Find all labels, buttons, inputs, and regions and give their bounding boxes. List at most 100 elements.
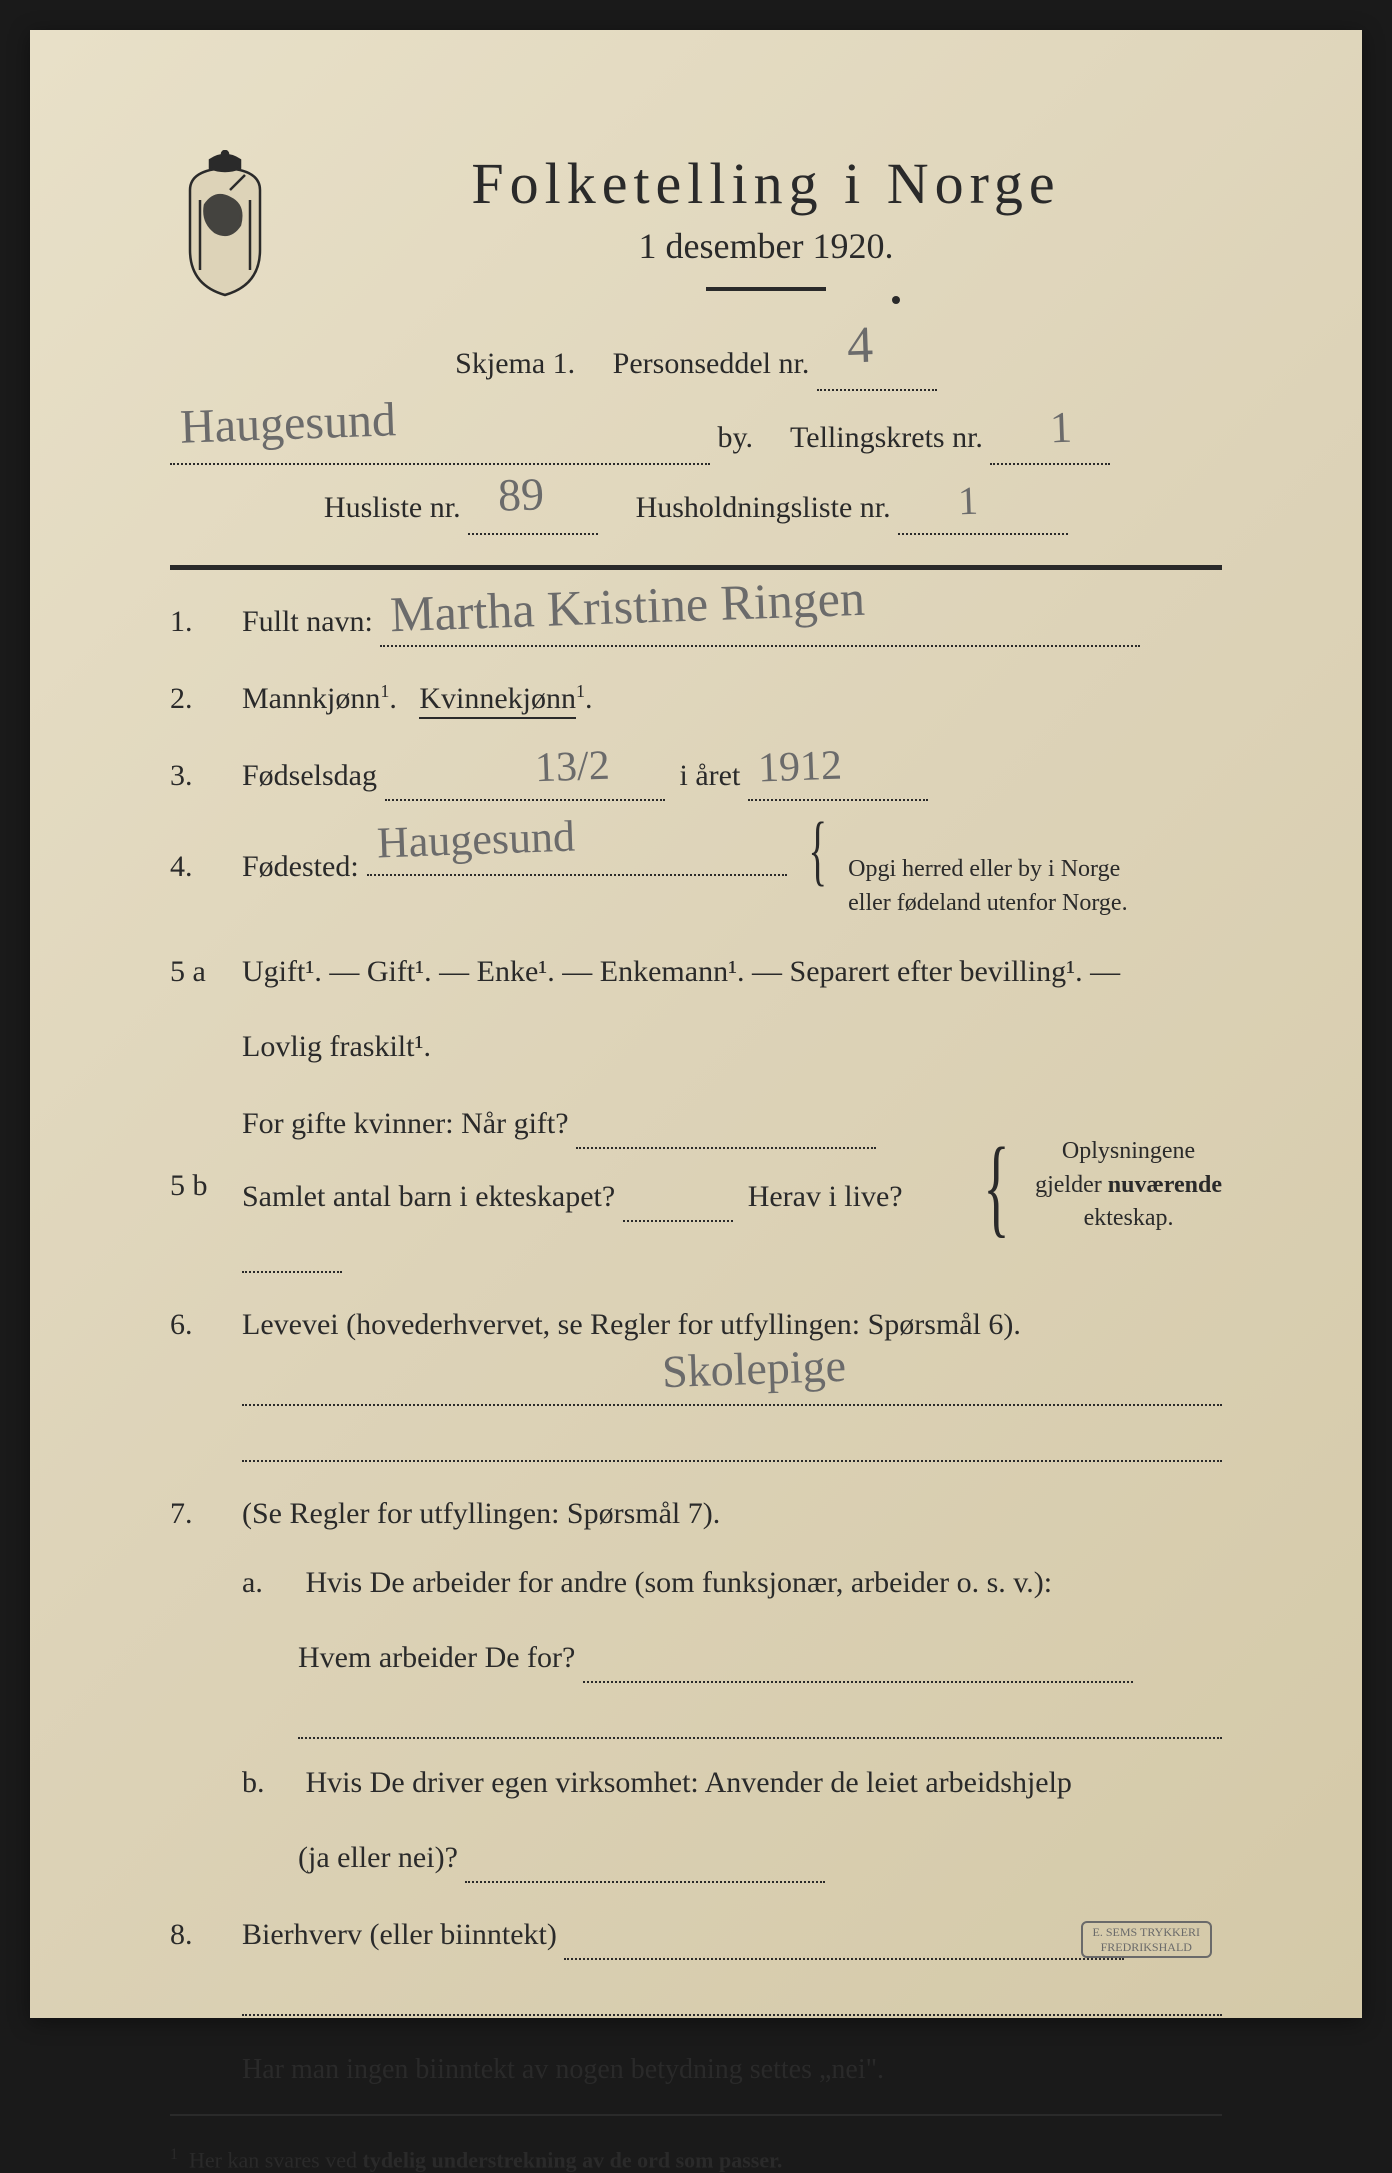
q5a-options2: Lovlig fraskilt¹. bbox=[242, 1021, 1222, 1072]
tail-note: Har man ingen biinntekt av nogen betydni… bbox=[242, 2046, 1222, 2094]
husholdning-value: 1 bbox=[957, 465, 980, 538]
main-title: Folketelling i Norge bbox=[310, 150, 1222, 217]
decorative-dot bbox=[892, 296, 900, 304]
title-rule bbox=[706, 287, 826, 291]
q5b-line2b: Herav i live? bbox=[748, 1180, 903, 1213]
title-block: Folketelling i Norge 1 desember 1920. bbox=[310, 150, 1222, 309]
q2: 2. Mannkjønn1. Kvinnekjønn1. bbox=[170, 673, 1222, 724]
meta-line-3: Husliste nr. 89 Husholdningsliste nr. 1 bbox=[170, 481, 1222, 535]
q1-num: 1. bbox=[170, 596, 242, 647]
q3-num: 3. bbox=[170, 750, 242, 801]
q4-num: 4. bbox=[170, 841, 242, 892]
coat-of-arms-icon bbox=[170, 150, 280, 300]
q6-field-2 bbox=[242, 1426, 1222, 1462]
q8-num: 8. bbox=[170, 1909, 242, 1960]
header: Folketelling i Norge 1 desember 1920. bbox=[170, 150, 1222, 309]
divider-thin bbox=[170, 2114, 1222, 2116]
q5b-note-l2: gjelder nuværende bbox=[1035, 1172, 1222, 1198]
q7a-field-2 bbox=[298, 1703, 1222, 1739]
meta-line-2: Haugesund by. Tellingskrets nr. 1 bbox=[170, 411, 1222, 465]
stamp-l1: E. SEMS TRYKKERI bbox=[1093, 1925, 1200, 1939]
stamp-l2: FREDRIKSHALD bbox=[1101, 1940, 1192, 1954]
q3-day-value: 13/2 bbox=[533, 730, 610, 804]
q3-year-label: i året bbox=[680, 759, 741, 792]
q7a-field bbox=[583, 1647, 1133, 1683]
q3-label: Fødselsdag bbox=[242, 759, 377, 792]
husholdning-label: Husholdningsliste nr. bbox=[636, 491, 891, 524]
q1-label: Fullt navn: bbox=[242, 605, 373, 638]
brace-icon: { bbox=[984, 1153, 1010, 1219]
q5b-line1: For gifte kvinner: Når gift? bbox=[242, 1107, 569, 1140]
by-field: Haugesund bbox=[170, 429, 710, 465]
by-label: by. bbox=[718, 421, 754, 454]
q7b-label: b. bbox=[242, 1757, 298, 1808]
q5a-options: Ugift¹. — Gift¹. — Enke¹. — Enkemann¹. —… bbox=[242, 955, 1120, 988]
tellingskrets-value: 1 bbox=[1049, 387, 1074, 467]
q7a-text2: Hvem arbeider De for? bbox=[298, 1641, 575, 1674]
q3-day-field: 13/2 bbox=[385, 765, 665, 801]
personseddel-nr-field: 4 bbox=[817, 355, 937, 391]
q5b-line2a: Samlet antal barn i ekteskapet? bbox=[242, 1180, 615, 1213]
q7a-label: a. bbox=[242, 1557, 298, 1608]
q7a-text1: Hvis De arbeider for andre (som funksjon… bbox=[306, 1566, 1053, 1599]
q3-year-value: 1912 bbox=[757, 730, 843, 804]
q4-note-l1: Opgi herred eller by i Norge bbox=[848, 856, 1120, 882]
q2-opt2-selected: Kvinnekjønn bbox=[419, 682, 576, 719]
q7b-text1: Hvis De driver egen virksomhet: Anvender… bbox=[306, 1766, 1072, 1799]
husliste-label: Husliste nr. bbox=[324, 491, 461, 524]
q4-note: Opgi herred eller by i Norge eller fødel… bbox=[848, 853, 1127, 920]
q5b: 5 b For gifte kvinner: Når gift? Samlet … bbox=[170, 1098, 1222, 1273]
q3: 3. Fødselsdag 13/2 i året 1912 bbox=[170, 750, 1222, 801]
q1-field: Martha Kristine Ringen bbox=[380, 611, 1140, 647]
q6-label: Levevei (hovederhvervet, se Regler for u… bbox=[242, 1308, 1021, 1341]
q5b-note: Oplysningene gjelder nuværende ekteskap. bbox=[1035, 1135, 1222, 1236]
q5b-gift-field bbox=[576, 1113, 876, 1149]
q4-field: Haugesund bbox=[367, 840, 787, 876]
q7-num: 7. bbox=[170, 1488, 242, 1539]
q3-year-field: 1912 bbox=[748, 765, 928, 801]
brace-icon: { bbox=[808, 827, 827, 874]
q5b-num: 5 b bbox=[170, 1160, 242, 1211]
q7-label: (Se Regler for utfyllingen: Spørsmål 7). bbox=[242, 1497, 720, 1530]
q5b-note-l3: ekteskap. bbox=[1084, 1205, 1174, 1231]
q8-field bbox=[564, 1924, 1124, 1960]
q4: 4. Fødested: Haugesund { Opgi herred ell… bbox=[170, 827, 1222, 920]
q7b: b. Hvis De driver egen virksomhet: Anven… bbox=[242, 1757, 1222, 1883]
q6-value: Skolepige bbox=[661, 1327, 848, 1412]
subtitle: 1 desember 1920. bbox=[310, 225, 1222, 267]
footnote-marker: 1 bbox=[170, 2146, 178, 2163]
husholdning-field: 1 bbox=[898, 499, 1068, 535]
q6-num: 6. bbox=[170, 1299, 242, 1350]
by-value: Haugesund bbox=[179, 377, 398, 471]
q5a-num: 5 a bbox=[170, 946, 242, 997]
q7b-text2: (ja eller nei)? bbox=[298, 1841, 458, 1874]
q4-value: Haugesund bbox=[375, 800, 575, 882]
q5b-note-l1: Oplysningene bbox=[1062, 1138, 1195, 1164]
personseddel-label: Personseddel nr. bbox=[613, 347, 810, 380]
q2-opt1: Mannkjønn1. bbox=[242, 682, 397, 715]
personseddel-nr-value: 4 bbox=[845, 299, 874, 393]
footnote-text: Her kan svares ved tydelig understreknin… bbox=[189, 2147, 782, 2172]
q4-label: Fødested: bbox=[242, 841, 359, 892]
q7a: a. Hvis De arbeider for andre (som funks… bbox=[242, 1557, 1222, 1739]
q5b-barn-field bbox=[623, 1186, 733, 1222]
husliste-field: 89 bbox=[468, 499, 598, 535]
q1-value: Martha Kristine Ringen bbox=[389, 556, 867, 658]
q2-num: 2. bbox=[170, 673, 242, 724]
husliste-value: 89 bbox=[497, 453, 546, 537]
q8-label: Bierhverv (eller biinntekt) bbox=[242, 1918, 557, 1951]
q4-note-l2: eller fødeland utenfor Norge. bbox=[848, 890, 1127, 916]
q6-field-1: Skolepige bbox=[242, 1370, 1222, 1406]
q1: 1. Fullt navn: Martha Kristine Ringen bbox=[170, 596, 1222, 647]
q5a: 5 a Ugift¹. — Gift¹. — Enke¹. — Enkemann… bbox=[170, 946, 1222, 1072]
tellingskrets-label: Tellingskrets nr. bbox=[790, 421, 983, 454]
printer-stamp: E. SEMS TRYKKERI FREDRIKSHALD bbox=[1081, 1921, 1212, 1958]
q8-field-2 bbox=[242, 1980, 1222, 2016]
q8: 8. Bierhverv (eller biinntekt) bbox=[170, 1909, 1222, 2016]
q7b-field bbox=[465, 1847, 825, 1883]
census-form-page: Folketelling i Norge 1 desember 1920. Sk… bbox=[30, 30, 1362, 2018]
q6: 6. Levevei (hovederhvervet, se Regler fo… bbox=[170, 1299, 1222, 1462]
footnote: 1 Her kan svares ved tydelig understrekn… bbox=[170, 2146, 1222, 2173]
skjema-label: Skjema 1. bbox=[455, 347, 575, 380]
tellingskrets-field: 1 bbox=[990, 429, 1110, 465]
